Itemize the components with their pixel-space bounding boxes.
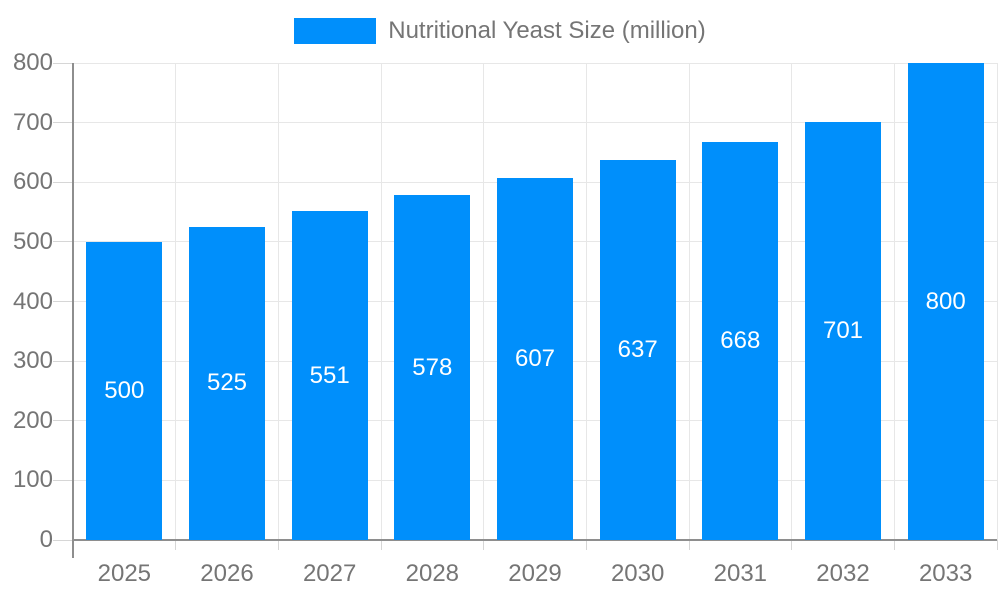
bar[interactable] [394, 195, 471, 540]
legend-item[interactable]: Nutritional Yeast Size (million) [0, 16, 1000, 46]
bar-value-label: 551 [309, 361, 350, 389]
bar[interactable] [907, 63, 984, 540]
v-gridline [791, 63, 793, 540]
v-gridline [483, 63, 485, 540]
v-gridline [893, 63, 895, 540]
y-axis-tick [53, 301, 73, 302]
bar[interactable] [599, 160, 676, 540]
v-gridline [380, 63, 382, 540]
x-tick-label: 2033 [918, 560, 973, 587]
y-tick-label: 400 [12, 287, 53, 315]
h-gridline [73, 122, 997, 124]
x-tick-label: 2028 [405, 560, 460, 587]
x-tick-label: 2032 [816, 560, 870, 587]
y-tick-label: 600 [12, 168, 53, 196]
x-axis-tick [996, 540, 998, 550]
x-tick-label: 2029 [508, 560, 562, 587]
bar[interactable] [86, 241, 163, 540]
bar[interactable] [189, 226, 265, 540]
x-axis-line [73, 539, 997, 541]
bar[interactable] [291, 211, 368, 540]
bar[interactable] [497, 178, 573, 540]
v-gridline [175, 63, 177, 540]
bar[interactable] [805, 122, 881, 540]
v-gridline [277, 63, 279, 540]
v-gridline [996, 63, 998, 540]
x-tick-label: 2031 [713, 560, 768, 587]
bar-value-label: 668 [720, 326, 761, 354]
y-tick-label: 200 [12, 406, 53, 434]
y-tick-label: 700 [12, 108, 53, 136]
x-axis-tick [483, 540, 485, 550]
y-axis-line [72, 63, 74, 558]
bar-value-label: 525 [206, 369, 248, 397]
x-tick-label: 2026 [200, 560, 254, 587]
bar-value-label: 800 [925, 287, 966, 315]
x-axis-tick [893, 540, 895, 550]
bar-value-label: 500 [104, 376, 145, 404]
y-axis-tick [53, 62, 73, 64]
x-axis-tick [380, 540, 382, 550]
bar-value-label: 637 [617, 336, 658, 364]
x-axis-tick [277, 540, 279, 550]
bar-value-label: 578 [412, 353, 453, 381]
bar-value-label: 701 [822, 317, 864, 344]
h-gridline [73, 62, 997, 64]
v-gridline [688, 63, 690, 540]
v-gridline [585, 63, 587, 540]
y-axis-tick [53, 479, 73, 481]
legend-swatch [294, 18, 377, 44]
y-axis-tick [53, 539, 73, 541]
bar-value-label: 607 [514, 345, 556, 373]
x-tick-label: 2027 [302, 560, 357, 587]
x-axis-tick [688, 540, 690, 550]
x-axis-tick [585, 540, 587, 550]
y-tick-label: 300 [12, 347, 53, 375]
y-axis-tick [53, 181, 73, 183]
x-tick-label: 2030 [610, 560, 665, 587]
y-tick-label: 0 [39, 526, 53, 553]
y-tick-label: 100 [12, 466, 53, 494]
x-axis-tick [791, 540, 793, 550]
y-tick-label: 500 [12, 227, 53, 255]
y-axis-tick [53, 241, 73, 243]
y-axis-tick [53, 122, 73, 124]
y-axis-tick [53, 420, 73, 422]
y-tick-label: 800 [12, 49, 53, 76]
bar[interactable] [702, 141, 779, 540]
y-axis-tick [53, 360, 73, 362]
x-axis-tick [175, 540, 177, 550]
legend-label: Nutritional Yeast Size (million) [388, 17, 706, 44]
x-tick-label: 2025 [97, 560, 152, 587]
